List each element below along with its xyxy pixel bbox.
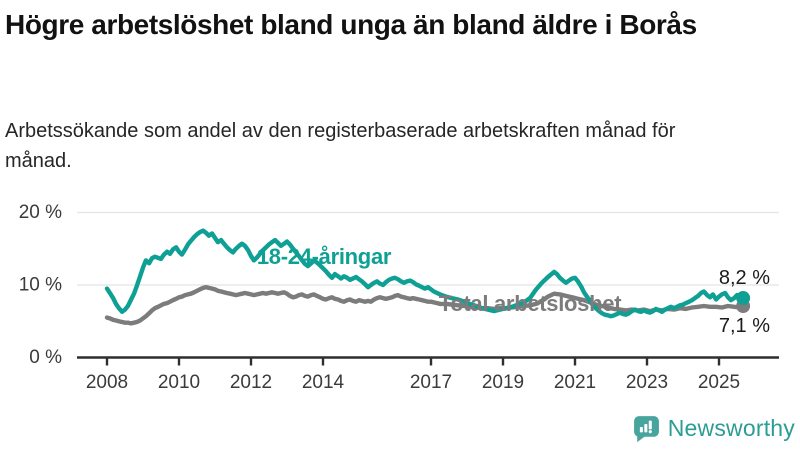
newsworthy-logo-text: Newsworthy [667, 415, 795, 441]
x-axis-tick-label: 2008 [86, 372, 128, 393]
newsworthy-logo: Newsworthy [632, 414, 795, 443]
x-axis-tick-label: 2021 [554, 372, 596, 393]
youth-series-label: 18-24-åringar [257, 244, 392, 269]
x-axis-tick-label: 2012 [230, 372, 272, 393]
youth-end-dot [736, 291, 751, 306]
youth-series-line [104, 228, 746, 319]
x-axis-tick-label: 2017 [410, 372, 452, 393]
x-axis-tick-label: 2014 [302, 372, 345, 393]
y-axis-tick-label: 20 % [19, 202, 62, 223]
youth-end-value-label: 8,2 % [719, 267, 770, 289]
chart-subtitle: Arbetssökande som andel av den registerb… [5, 120, 676, 172]
y-axis-tick-label: 0 % [29, 347, 62, 368]
total-end-value-label: 7,1 % [719, 315, 770, 337]
total-series-label: Total arbetslöshet [439, 291, 622, 316]
page-title: Högre arbetslöshet bland unga än bland ä… [5, 9, 697, 40]
x-axis-tick-label: 2019 [482, 372, 524, 393]
x-axis-tick-label: 2010 [158, 372, 200, 393]
total-series-line [104, 285, 746, 326]
x-axis-tick-label: 2025 [698, 372, 740, 393]
x-axis-tick-label: 2023 [626, 372, 668, 393]
y-axis-tick-label: 10 % [19, 275, 62, 296]
newsworthy-logo-icon [633, 416, 659, 443]
